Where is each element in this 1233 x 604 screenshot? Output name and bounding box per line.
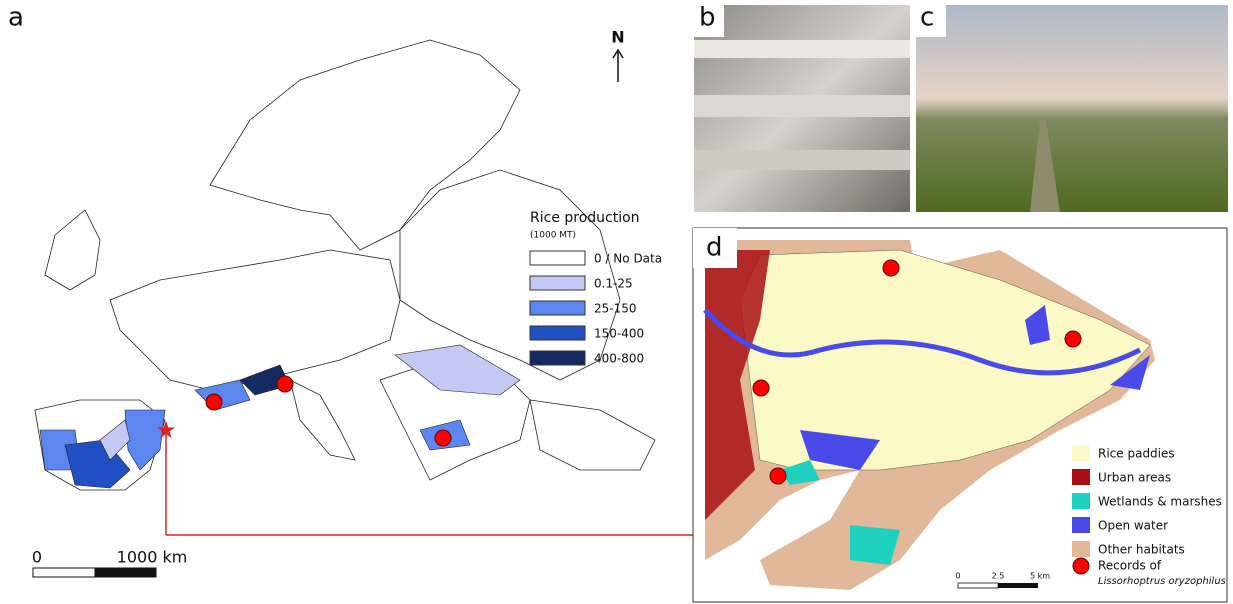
figure: a ★ N Rice production (1000 MT) 0 / No D… <box>0 0 1233 604</box>
scale-d-start: 0 <box>955 572 960 581</box>
legend-label: Open water <box>1098 519 1168 533</box>
panel-label: a <box>8 3 24 33</box>
scale-d-mid: 2.5 <box>992 572 1005 581</box>
record-dot <box>1065 331 1081 347</box>
legend-label: Rice paddies <box>1098 447 1175 461</box>
figure-svg: a ★ N Rice production (1000 MT) 0 / No D… <box>0 0 1233 604</box>
svg-text:★: ★ <box>155 416 177 444</box>
legend-label: 0.1-25 <box>594 277 633 291</box>
legend-swatch <box>530 301 585 315</box>
scale-d-end: 5 km <box>1030 572 1050 581</box>
legend-dot <box>1073 558 1089 574</box>
scale-start: 0 <box>32 548 42 567</box>
record-dot <box>883 260 899 276</box>
legend-swatch <box>530 276 585 290</box>
legend-swatch <box>530 351 585 365</box>
panel-label: c <box>920 3 934 33</box>
record-dot <box>753 380 769 396</box>
legend-species: Lissorhoptrus oryzophilus <box>1098 576 1226 587</box>
legend-label: 25-150 <box>594 302 637 316</box>
legend-unit: (1000 MT) <box>530 231 576 241</box>
legend-swatch <box>530 326 585 340</box>
record-dot <box>435 430 451 446</box>
scale-end: 1000 km <box>117 548 188 567</box>
legend-swatch <box>1072 469 1090 485</box>
legend-title: Rice production <box>530 210 640 226</box>
panel-label: d <box>706 233 723 263</box>
record-dot <box>277 376 293 392</box>
legend-label: Records of <box>1098 559 1162 573</box>
panel-label: b <box>699 3 716 33</box>
record-dot <box>206 394 222 410</box>
legend-label: 150-400 <box>594 327 644 341</box>
legend-swatch <box>1072 517 1090 533</box>
record-dot <box>770 468 786 484</box>
legend-swatch <box>1072 445 1090 461</box>
north-label: N <box>611 28 624 47</box>
legend-swatch <box>1072 541 1090 557</box>
legend-label: 0 / No Data <box>594 252 662 266</box>
legend-label: Wetlands & marshes <box>1098 495 1222 509</box>
legend-label: Other habitats <box>1098 543 1185 557</box>
legend-swatch <box>530 251 585 265</box>
legend-label: 400-800 <box>594 352 644 366</box>
legend-swatch <box>1072 493 1090 509</box>
legend-label: Urban areas <box>1098 471 1171 485</box>
